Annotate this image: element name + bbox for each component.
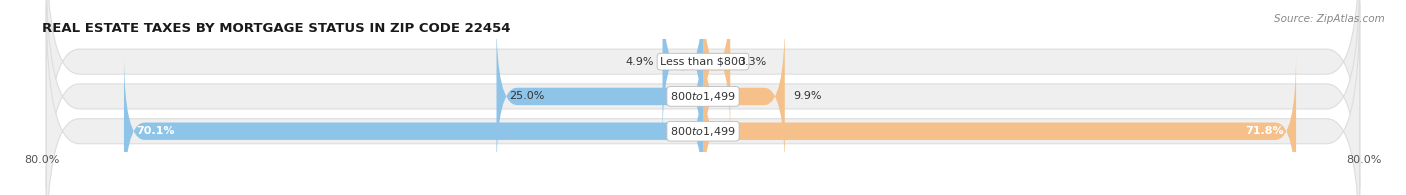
FancyBboxPatch shape — [46, 0, 1360, 195]
Text: REAL ESTATE TAXES BY MORTGAGE STATUS IN ZIP CODE 22454: REAL ESTATE TAXES BY MORTGAGE STATUS IN … — [42, 22, 510, 35]
FancyBboxPatch shape — [662, 0, 703, 140]
Text: 3.3%: 3.3% — [738, 57, 766, 67]
FancyBboxPatch shape — [124, 53, 703, 195]
Text: Less than $800: Less than $800 — [661, 57, 745, 67]
FancyBboxPatch shape — [703, 0, 730, 140]
FancyBboxPatch shape — [703, 53, 1296, 195]
Text: $800 to $1,499: $800 to $1,499 — [671, 125, 735, 138]
Text: 25.0%: 25.0% — [509, 91, 544, 101]
Text: 70.1%: 70.1% — [136, 126, 174, 136]
Text: $800 to $1,499: $800 to $1,499 — [671, 90, 735, 103]
Text: 4.9%: 4.9% — [626, 57, 654, 67]
FancyBboxPatch shape — [496, 18, 703, 175]
Text: 9.9%: 9.9% — [793, 91, 821, 101]
FancyBboxPatch shape — [46, 0, 1360, 188]
FancyBboxPatch shape — [46, 4, 1360, 195]
Text: 71.8%: 71.8% — [1246, 126, 1284, 136]
Text: Source: ZipAtlas.com: Source: ZipAtlas.com — [1274, 14, 1385, 24]
FancyBboxPatch shape — [703, 18, 785, 175]
